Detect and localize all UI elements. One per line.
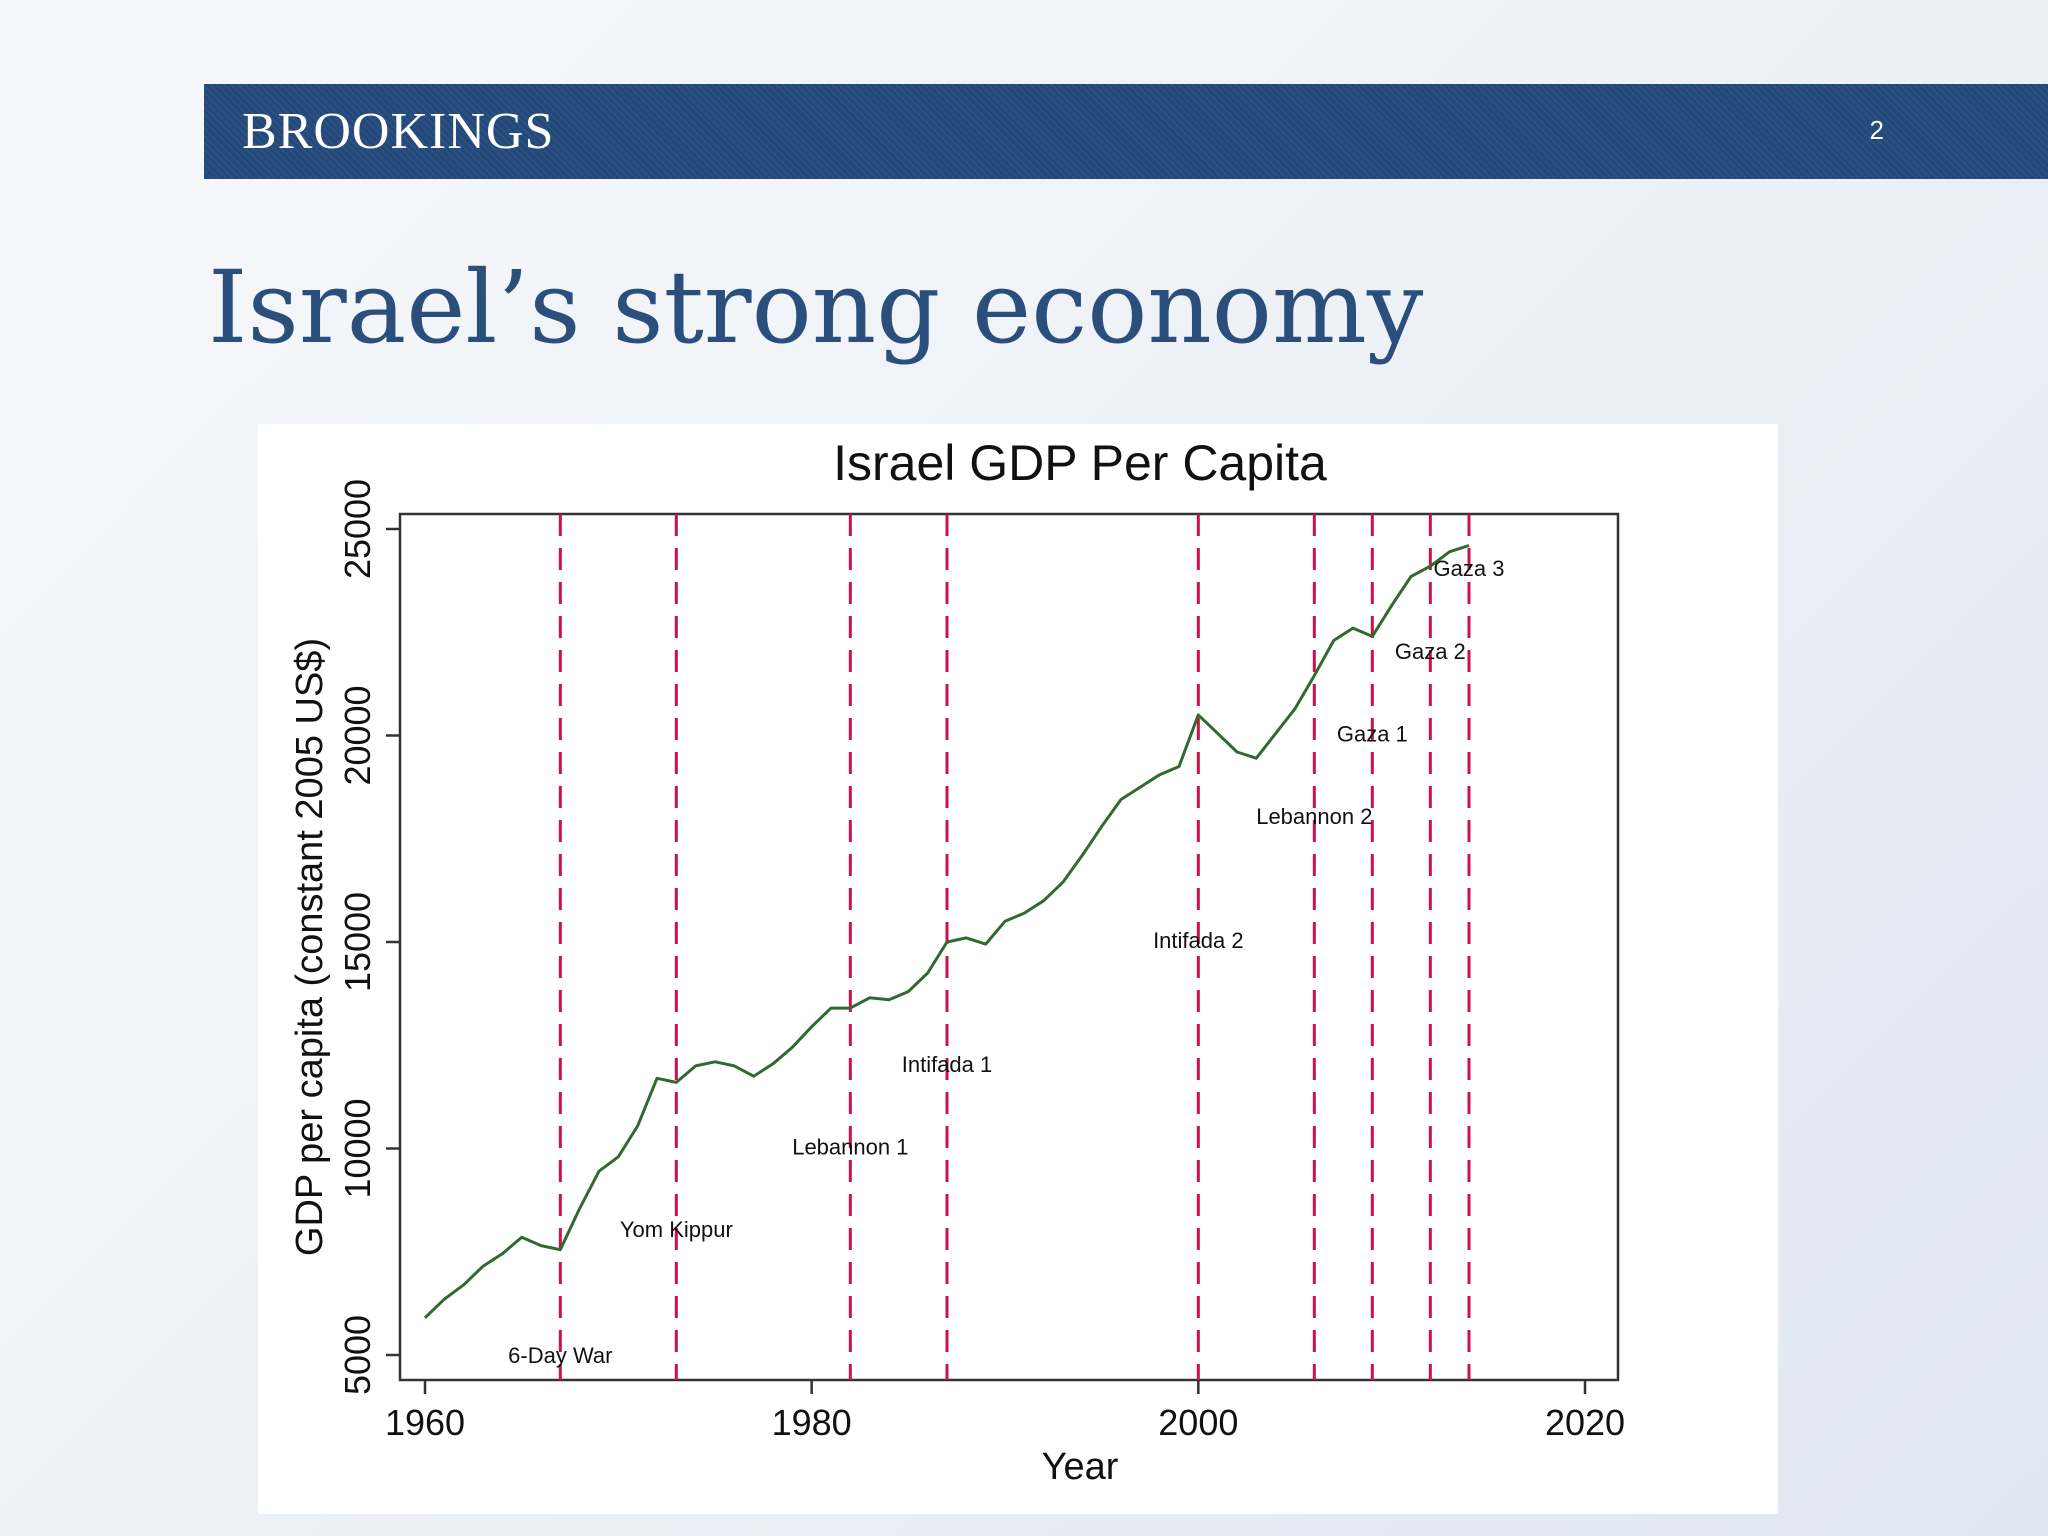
event-label: Gaza 2 — [1395, 639, 1466, 664]
y-tick-label: 10000 — [337, 1098, 378, 1198]
y-axis: 5000 10000 15000 20000 25000 — [337, 479, 400, 1395]
header-bar: BROOKINGS 2 — [204, 84, 2048, 179]
event-lines — [558, 514, 1471, 1380]
event-label: 6-Day War — [508, 1343, 612, 1368]
x-axis-title: Year — [1042, 1446, 1119, 1488]
x-tick-label: 1980 — [772, 1402, 852, 1443]
slide-title: Israel’s strong economy — [208, 249, 1424, 366]
y-tick-label: 25000 — [337, 479, 378, 579]
event-label: Lebannon 2 — [1256, 804, 1372, 829]
gdp-series-line — [423, 544, 1470, 1319]
y-tick-label: 5000 — [337, 1315, 378, 1395]
event-label: Gaza 1 — [1337, 721, 1408, 746]
x-tick-label: 1960 — [385, 1402, 465, 1443]
x-tick-label: 2020 — [1545, 1402, 1625, 1443]
x-axis: 1960 1980 2000 2020 — [385, 1380, 1625, 1443]
chart-title: Israel GDP Per Capita — [833, 435, 1327, 491]
page-number: 2 — [1869, 115, 1884, 145]
event-label: Gaza 3 — [1434, 556, 1505, 581]
chart-panel: Israel GDP Per Capita 5000 10000 15000 2000… — [258, 424, 1778, 1514]
brookings-logo: BROOKINGS — [242, 103, 555, 160]
event-labels: 6-Day War Yom Kippur Lebannon 1 Intifada 1 I… — [508, 556, 1504, 1368]
x-tick-label: 2000 — [1158, 1402, 1238, 1443]
event-label: Intifada 1 — [902, 1052, 993, 1077]
event-label: Lebannon 1 — [792, 1134, 908, 1159]
event-label: Yom Kippur — [620, 1217, 733, 1242]
y-axis-title: GDP per capita (constant 2005 US$) — [289, 638, 331, 1256]
gdp-line-chart: Israel GDP Per Capita 5000 10000 15000 2000… — [289, 435, 1625, 1488]
y-tick-label: 15000 — [337, 892, 378, 992]
y-tick-label: 20000 — [337, 685, 378, 785]
event-label: Intifada 2 — [1153, 928, 1244, 953]
plot-frame — [398, 512, 1620, 1382]
